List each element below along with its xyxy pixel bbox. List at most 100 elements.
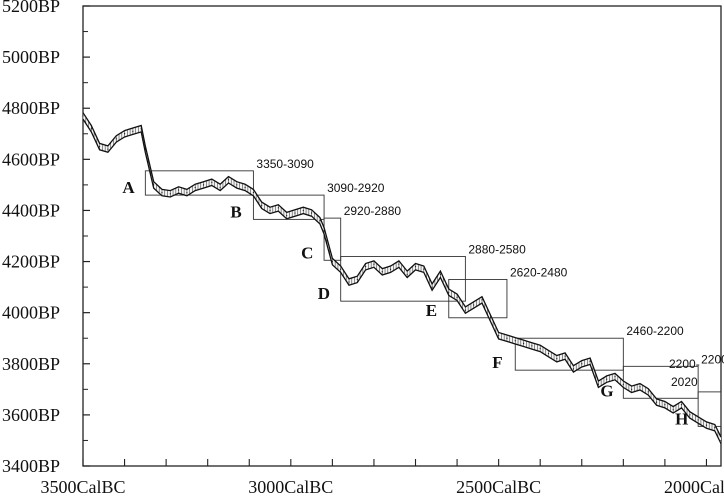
curve-point xyxy=(720,439,722,442)
curve-point xyxy=(356,278,358,281)
y-tick-label: 3800BP xyxy=(2,354,60,374)
curve-point xyxy=(398,263,400,265)
y-axis: 5200BP 5000BP 4800BP 4600BP 4400BP 4200BP 4000… xyxy=(2,0,90,476)
plateau-letter: E xyxy=(426,301,437,320)
curve-point xyxy=(310,212,313,214)
curve-point xyxy=(302,209,304,212)
curve-point xyxy=(572,368,575,370)
curve-point xyxy=(115,138,117,140)
curve-point xyxy=(132,130,134,132)
curve-band xyxy=(83,112,721,444)
curve-point xyxy=(514,340,516,342)
curve-point xyxy=(697,419,699,421)
curve-point xyxy=(473,304,475,306)
plateau-range-label: 2200- xyxy=(669,357,700,371)
curve-point xyxy=(589,360,591,362)
y-tick-label: 4400BP xyxy=(2,200,60,220)
curve-point xyxy=(564,355,566,357)
curve-point xyxy=(556,358,558,360)
plateau-box xyxy=(340,255,466,302)
curve-point xyxy=(90,128,92,130)
curve-point xyxy=(348,281,350,283)
x-tick-label: 2000CalBC xyxy=(664,477,724,497)
curve-point xyxy=(489,317,491,319)
y-tick-label: 3600BP xyxy=(2,405,60,425)
curve-point xyxy=(631,388,633,390)
curve-point xyxy=(227,179,230,181)
curve-point xyxy=(194,186,196,189)
curve-point xyxy=(144,148,146,150)
curve-point xyxy=(672,409,674,411)
curve-point xyxy=(498,335,500,337)
curve-point xyxy=(219,186,221,189)
plateau-box xyxy=(448,278,508,319)
curve-point xyxy=(539,347,541,350)
curve-lower-line xyxy=(82,118,722,444)
plateau-range-label: 2920-2880 xyxy=(344,204,402,218)
curve-point xyxy=(689,414,691,416)
curve-point xyxy=(107,148,109,150)
curve-point xyxy=(406,273,408,275)
curve-point xyxy=(606,378,608,380)
curve-point xyxy=(319,220,321,222)
curve-point xyxy=(140,128,142,130)
curve-point xyxy=(153,184,155,186)
curve-point xyxy=(622,383,624,385)
curve-point xyxy=(456,296,458,298)
curve-point xyxy=(331,260,333,263)
curve-point xyxy=(261,204,263,206)
plateau-boxes: A 3350-3090 B 3090-2920 C 2920-2880 D 2880-2580… xyxy=(122,157,724,429)
curve-point xyxy=(614,375,616,378)
y-tick-label: 4600BP xyxy=(2,149,60,169)
curve-point xyxy=(236,184,238,186)
x-axis: 3500CalBC 3000CalBC 2500CalBC 2000CalBC xyxy=(40,459,724,497)
curve-point xyxy=(277,207,279,209)
curve-point xyxy=(286,214,288,217)
curve-point xyxy=(680,404,683,406)
curve-point xyxy=(340,268,342,270)
curve-point xyxy=(647,391,649,393)
curve-point xyxy=(161,191,163,194)
plateau-letter: A xyxy=(122,178,135,197)
x-tick-label: 3000CalBC xyxy=(248,477,333,497)
plot-frame xyxy=(82,5,722,467)
plateau-range-label: 2460-2200 xyxy=(626,324,684,338)
curve-point xyxy=(381,271,383,273)
y-tick-label: 4000BP xyxy=(2,303,60,323)
curve-point xyxy=(414,266,417,268)
y-tick-label: 4200BP xyxy=(2,252,60,272)
plateau-box xyxy=(514,337,624,371)
curve-point xyxy=(439,273,442,275)
plateau-range-label: 3350-3090 xyxy=(256,157,314,171)
x-tick-label: 2500CalBC xyxy=(456,477,541,497)
curve-point xyxy=(639,386,641,388)
plateau-range-label: 2020 xyxy=(671,375,698,389)
plateau-letter: B xyxy=(230,202,241,221)
curve-point xyxy=(547,352,550,355)
curve-point xyxy=(169,193,171,195)
curve-upper-line xyxy=(82,112,722,438)
curve-point xyxy=(714,427,716,429)
y-tick-label: 4800BP xyxy=(2,98,60,118)
curve-point xyxy=(123,133,126,135)
plateau-box xyxy=(252,194,325,220)
curve-point xyxy=(522,342,525,344)
x-tick-label: 3500CalBC xyxy=(40,477,125,497)
plateau-letter: C xyxy=(301,243,313,262)
curve-point xyxy=(99,145,101,148)
curve-point xyxy=(448,291,450,293)
plateau-letter: H xyxy=(675,409,688,428)
curve-point xyxy=(431,286,433,288)
curve-point xyxy=(597,383,599,385)
curve-point xyxy=(389,268,392,270)
y-tick-label: 5000BP xyxy=(2,47,60,67)
calibration-curve xyxy=(82,112,722,444)
curve-point xyxy=(705,424,708,426)
curve-point xyxy=(365,266,367,268)
plateau-box xyxy=(144,170,254,196)
curve-point xyxy=(581,363,583,365)
plateau-range-label: 2880-2580 xyxy=(468,242,526,256)
curve-point xyxy=(252,191,255,194)
curve-point xyxy=(373,263,375,265)
